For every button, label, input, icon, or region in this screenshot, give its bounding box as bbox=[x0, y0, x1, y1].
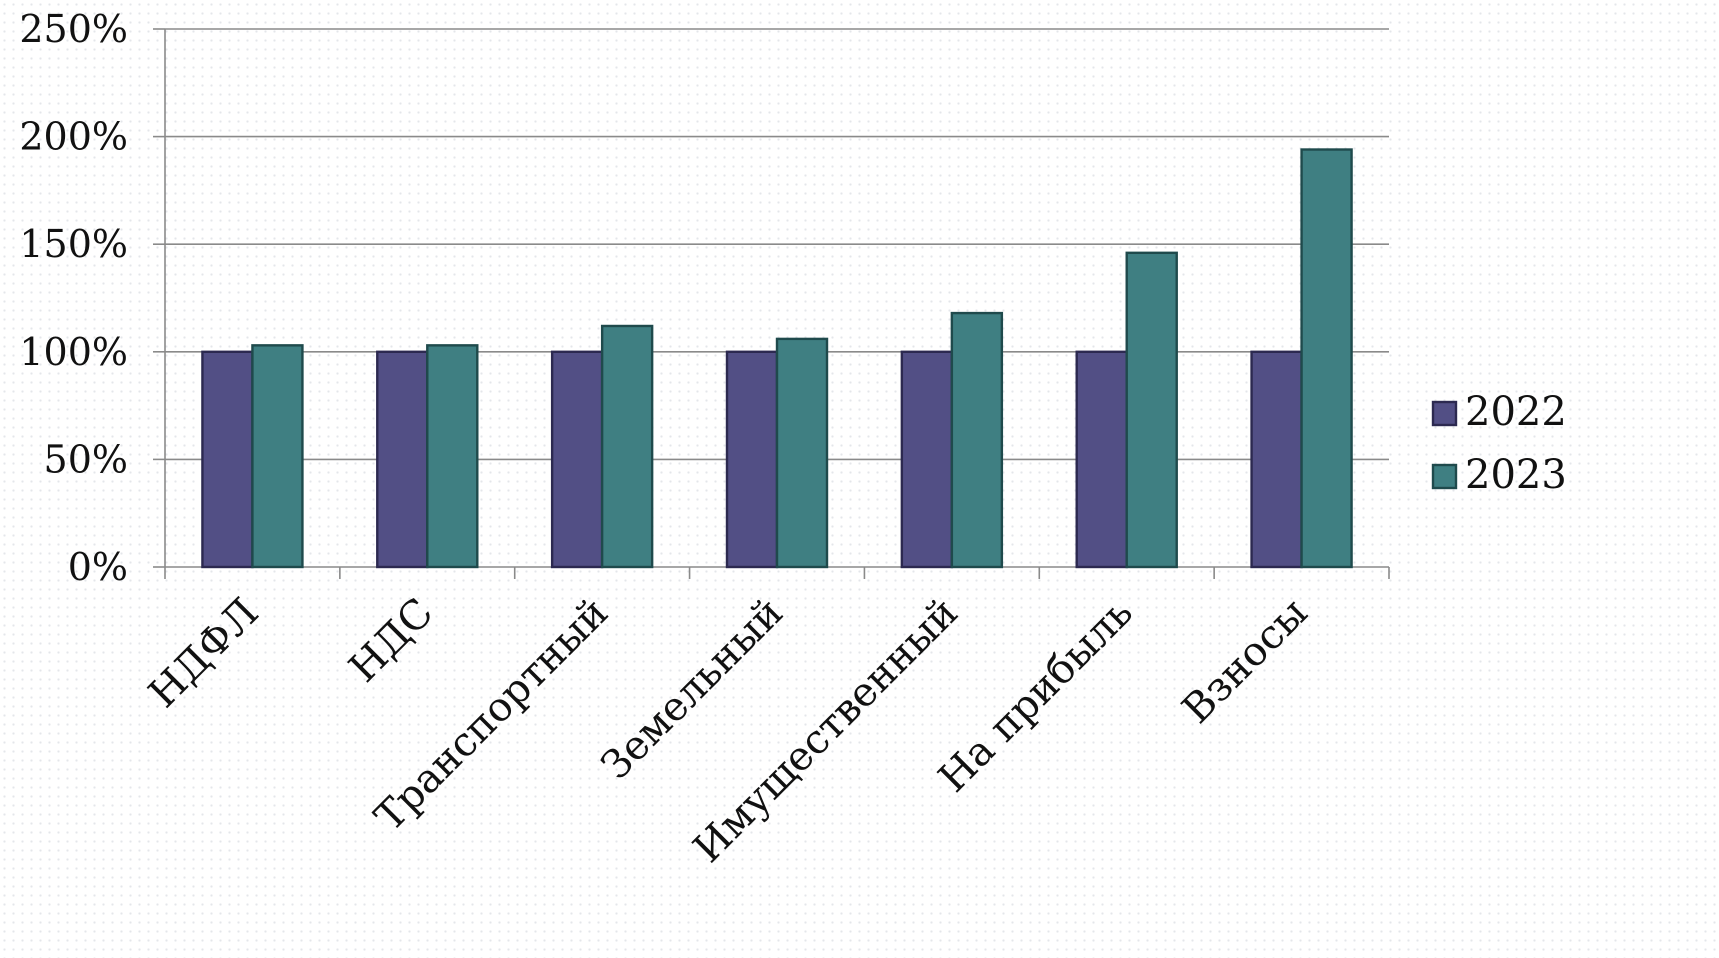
y-tick-label: 0% bbox=[68, 545, 128, 589]
bar-2023 bbox=[251, 344, 304, 569]
bar-2023 bbox=[950, 311, 1004, 569]
bar-2022 bbox=[900, 350, 954, 569]
y-tick-label: 50% bbox=[44, 437, 128, 481]
y-tick-label: 250% bbox=[19, 7, 128, 51]
legend-label: 2022 bbox=[1465, 389, 1567, 435]
bar-2022 bbox=[201, 350, 254, 569]
y-tick-label: 100% bbox=[19, 330, 128, 374]
legend-swatch-2022 bbox=[1431, 400, 1458, 427]
x-category-labels: НДФЛ НДСТранспортныйЗемельныйИмущественны… bbox=[140, 590, 1316, 872]
bar-2022 bbox=[1075, 350, 1128, 569]
y-tick-label: 200% bbox=[19, 115, 128, 159]
gridlines bbox=[165, 28, 1389, 461]
y-tick-label: 150% bbox=[19, 222, 128, 266]
bar-2023 bbox=[1300, 148, 1353, 569]
x-category-label: Земельный bbox=[593, 590, 792, 789]
bar-2022 bbox=[725, 350, 779, 569]
legend: 2022 2023 bbox=[1431, 389, 1567, 498]
x-category-label: Взносы bbox=[1174, 590, 1317, 733]
bar-2023 bbox=[600, 324, 654, 569]
bar-2022 bbox=[550, 350, 604, 569]
bars bbox=[201, 148, 1353, 569]
y-tick-labels: 0% 50% 100% 150% 200% 250% bbox=[19, 7, 128, 589]
legend-label: 2023 bbox=[1465, 452, 1567, 498]
legend-swatch-2023 bbox=[1431, 463, 1458, 490]
x-category-label: НДФЛ bbox=[140, 590, 267, 717]
bar-2023 bbox=[1125, 251, 1178, 569]
bar-2023 bbox=[775, 337, 829, 569]
bar-2023 bbox=[426, 344, 479, 569]
bar-2022 bbox=[1250, 350, 1303, 569]
bar-2022 bbox=[376, 350, 429, 569]
x-category-label: НДС bbox=[341, 590, 443, 692]
